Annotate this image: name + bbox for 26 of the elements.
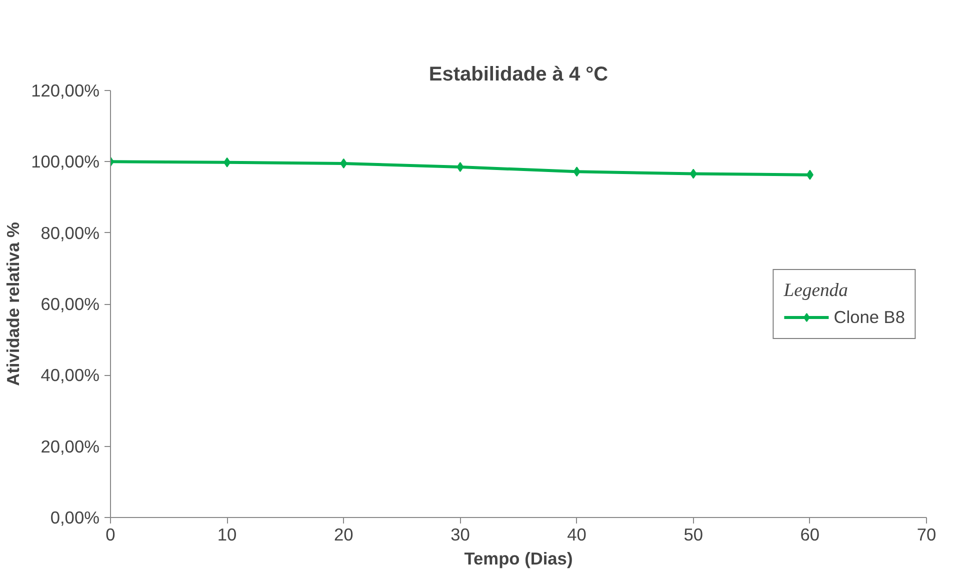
- chart-title: Estabilidade à 4 °C: [428, 64, 608, 86]
- y-tick-label: 20,00%: [40, 436, 100, 456]
- y-tick-label: 40,00%: [40, 365, 100, 386]
- point: [690, 168, 697, 179]
- legend-label: Clone B8: [834, 306, 905, 328]
- x-tick-label: 10: [217, 524, 237, 544]
- x-tick-label: 40: [567, 524, 586, 544]
- point: [573, 166, 580, 177]
- point: [806, 170, 814, 180]
- x-axis-title: Tempo (Dias): [464, 548, 573, 568]
- y-axis-title: Atividade relativa %: [3, 222, 24, 386]
- x-tick-label: 20: [334, 524, 354, 544]
- point: [224, 157, 231, 168]
- y-tick-label: 80,00%: [40, 222, 100, 243]
- point: [456, 162, 464, 172]
- x-tick-label: 70: [916, 524, 936, 544]
- x-tick-label: 30: [450, 524, 470, 544]
- y-tick-label: 60,00%: [40, 294, 100, 314]
- x-tick-label: 50: [684, 524, 703, 544]
- y-tick-label: 120,00%: [31, 80, 100, 100]
- y-tick-label: 100,00%: [31, 152, 100, 172]
- x-tick-label: 0: [106, 524, 116, 544]
- y-tick-label: 0,00%: [50, 508, 100, 528]
- point: [340, 158, 348, 168]
- x-tick-label: 60: [800, 524, 820, 544]
- legend-title: Legenda: [784, 280, 849, 302]
